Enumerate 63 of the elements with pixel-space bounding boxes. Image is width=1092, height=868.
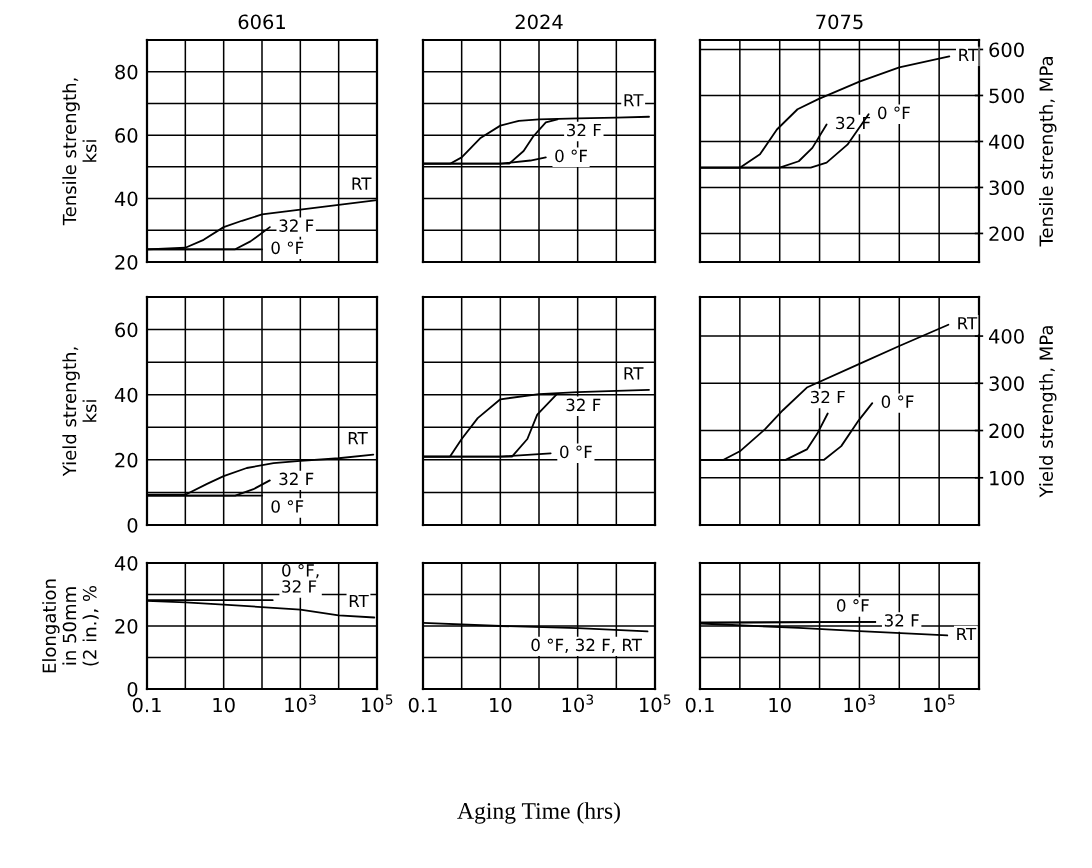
y-tick-label: 60 xyxy=(115,128,138,143)
series-label: RT xyxy=(624,94,644,107)
x-axis-title: Aging Time (hrs) xyxy=(457,802,620,824)
series-label: RT xyxy=(624,367,644,380)
x-tick-label: 10$^{5}$ xyxy=(362,694,393,713)
chart-title: 6061 xyxy=(238,14,285,30)
y2-tick-label: 400 xyxy=(988,134,1024,150)
y2-tick-label: 600 xyxy=(989,42,1024,58)
series-label: 32 F xyxy=(884,614,919,627)
y-tick-label: 40 xyxy=(114,387,138,403)
series-label: RT xyxy=(349,594,369,608)
x-tick-label: 10$^{3}$ xyxy=(844,694,875,713)
series-label: 32 F xyxy=(810,390,845,404)
y-tick-label: 40 xyxy=(114,191,138,207)
x-tick-label: 0.1 xyxy=(408,697,437,713)
series-label: 0 °F, 32 F, RT xyxy=(531,638,643,653)
series-label: 0 °F xyxy=(837,599,869,612)
y2-axis-title: Tensile strength, MPa xyxy=(1039,57,1057,247)
series-label: 0 °F xyxy=(555,149,587,163)
y2-tick-label: 200 xyxy=(989,423,1024,439)
chart-title: 2024 xyxy=(515,14,563,30)
y2-tick-label: 200 xyxy=(989,226,1024,242)
x-tick-label: 10$^{3}$ xyxy=(562,694,594,713)
y2-tick-label: 300 xyxy=(989,180,1024,196)
y-tick-label: 40 xyxy=(114,555,138,571)
y-tick-label: 20 xyxy=(115,452,138,468)
y-axis-title: Elongation in 50mm (2 in.), % xyxy=(42,579,99,673)
series-label: 0 °F, 32 F xyxy=(282,564,319,593)
y-tick-label: 0 xyxy=(127,681,138,697)
series-label: 32 F xyxy=(567,123,601,137)
x-tick-label: 10 xyxy=(213,697,235,713)
y2-tick-label: 300 xyxy=(989,376,1024,391)
x-tick-label: 0.1 xyxy=(685,697,714,713)
y-tick-label: 0 xyxy=(127,517,138,533)
x-tick-label: 10 xyxy=(769,697,791,713)
y-tick-label: 60 xyxy=(115,322,138,338)
series-label: 0 °F xyxy=(878,106,910,120)
x-tick-label: 10$^{5}$ xyxy=(924,694,955,713)
series-label: 32 F xyxy=(279,219,314,232)
series-label: RT xyxy=(348,432,368,445)
y-axis-title: Tensile strength, ksi xyxy=(62,78,97,226)
series-label: 0 °F xyxy=(271,500,304,513)
chart-title: 7075 xyxy=(816,14,863,30)
y2-tick-label: 500 xyxy=(989,88,1024,104)
y-axis-title: Yield strength, ksi xyxy=(62,347,97,477)
series-label: RT xyxy=(957,627,977,641)
x-tick-label: 10$^{3}$ xyxy=(285,694,316,713)
series-label: 32 F xyxy=(279,472,314,486)
series-label: RT xyxy=(958,317,978,330)
series-label: RT xyxy=(352,177,372,190)
y-tick-label: 20 xyxy=(115,618,138,634)
series-label: 0 °F xyxy=(560,445,592,459)
x-tick-label: 0.1 xyxy=(132,697,161,713)
y2-tick-label: 400 xyxy=(988,329,1024,344)
x-tick-label: 10$^{5}$ xyxy=(640,694,671,713)
y-tick-label: 20 xyxy=(115,254,138,270)
series-label: 32 F xyxy=(566,398,601,412)
x-tick-label: 10 xyxy=(490,697,512,713)
y-tick-label: 80 xyxy=(115,64,138,80)
y2-tick-label: 100 xyxy=(990,470,1024,486)
y2-axis-title: Yield strength, MPa xyxy=(1039,326,1057,498)
series-label: 0 °F xyxy=(881,395,914,408)
series-label: 0 °F xyxy=(271,241,304,255)
